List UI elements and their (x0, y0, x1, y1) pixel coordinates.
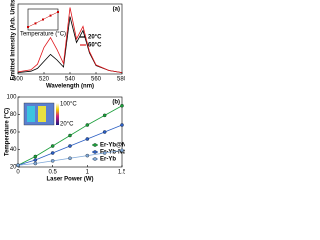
y-axis-label: Emitted Intensity (Arb. Units) (11, 0, 17, 80)
inset-line (27, 11, 59, 28)
data-point (120, 148, 124, 153)
y-tick-label: 20 (10, 165, 17, 171)
legend-label: Er-Yb (100, 157, 116, 163)
data-point (102, 130, 107, 134)
y-tick-label: 80 (10, 112, 17, 118)
data-point (85, 153, 90, 158)
x-tick-label: 560 (91, 77, 102, 83)
data-point (120, 104, 124, 108)
panel-a-frame (17, 3, 123, 75)
series-line (17, 16, 123, 73)
y-tick-label: 100 (6, 95, 17, 101)
inset-frame (27, 8, 59, 31)
figure: 500 520 540 560 580 Wavelength (nm) Emitted In… (5, 0, 125, 183)
series-line (17, 7, 123, 73)
x-tick-label: 1 (86, 170, 90, 176)
legend-label: 20°C (88, 35, 102, 41)
panel-label: (b) (112, 100, 120, 106)
data-point (50, 144, 55, 148)
legend-marker (93, 143, 97, 147)
y-tick-label: 40 (10, 147, 17, 153)
x-tick-label: 500 (13, 77, 24, 83)
data-point (120, 123, 124, 127)
data-point (102, 113, 107, 118)
data-point (33, 161, 38, 166)
data-point (16, 163, 20, 167)
x-tick-label: 0.5 (48, 170, 57, 176)
thermal-spot (27, 106, 35, 122)
data-point (68, 144, 72, 148)
inset-x-label: Temperature (°C) (20, 32, 66, 38)
data-point (33, 158, 38, 162)
data-point (85, 123, 90, 127)
x-tick-label: 0 (16, 170, 20, 176)
legend-label: 60°C (88, 43, 102, 49)
data-point (50, 151, 55, 155)
x-tick-label: 540 (65, 77, 76, 83)
data-point (50, 159, 55, 163)
panel-label: (a) (113, 7, 120, 13)
legend-label: Er-Yb@Nd (100, 143, 125, 149)
data-point (102, 151, 107, 155)
legend-label: Er-Yb-Nd (100, 150, 125, 156)
colorbar-label: 100°C (60, 102, 77, 108)
colorbar (56, 103, 59, 125)
x-tick-label: 580 (117, 77, 125, 83)
data-point (68, 133, 72, 138)
data-point (85, 137, 90, 141)
y-tick-label: 60 (10, 130, 17, 136)
legend-marker (93, 150, 97, 154)
x-axis-label: Laser Power (W) (46, 177, 93, 183)
legend-marker (93, 157, 97, 161)
data-point (68, 156, 72, 160)
data-point (33, 154, 38, 159)
colorbar-label: 20°C (60, 122, 74, 128)
y-axis-label: Temperature (°C) (5, 108, 11, 156)
thermal-spot (38, 106, 46, 122)
x-axis-label: Wavelength (nm) (46, 84, 94, 90)
x-tick-label: 520 (39, 77, 50, 83)
x-tick-label: 1.5 (118, 170, 125, 176)
